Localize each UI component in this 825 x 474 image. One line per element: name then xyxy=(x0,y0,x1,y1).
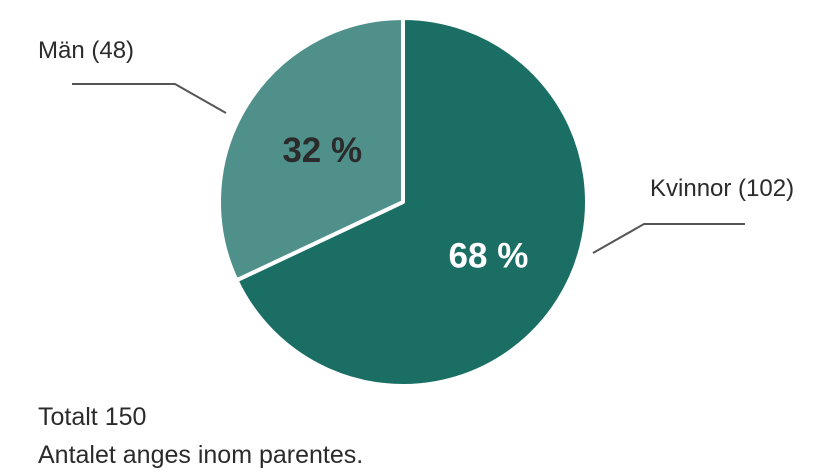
total-note: Totalt 150 xyxy=(38,403,147,431)
leader-line xyxy=(592,223,745,254)
pie-slice-man xyxy=(217,16,405,283)
slice-percent-label: 32 % xyxy=(282,131,362,170)
info-note: Antalet anges inom parentes. xyxy=(38,441,364,469)
slice-category-label: Män (48) xyxy=(38,37,134,64)
pie-slice-kvinnor xyxy=(234,16,589,388)
slice-percent-label: 68 % xyxy=(449,237,529,276)
leader-lines xyxy=(72,83,745,254)
leader-line xyxy=(72,83,227,114)
pie-slices xyxy=(217,16,589,388)
slice-category-label: Kvinnor (102) xyxy=(650,175,794,202)
slice-labels: 68 % Kvinnor (102) 32 % Män (48) xyxy=(38,37,794,276)
